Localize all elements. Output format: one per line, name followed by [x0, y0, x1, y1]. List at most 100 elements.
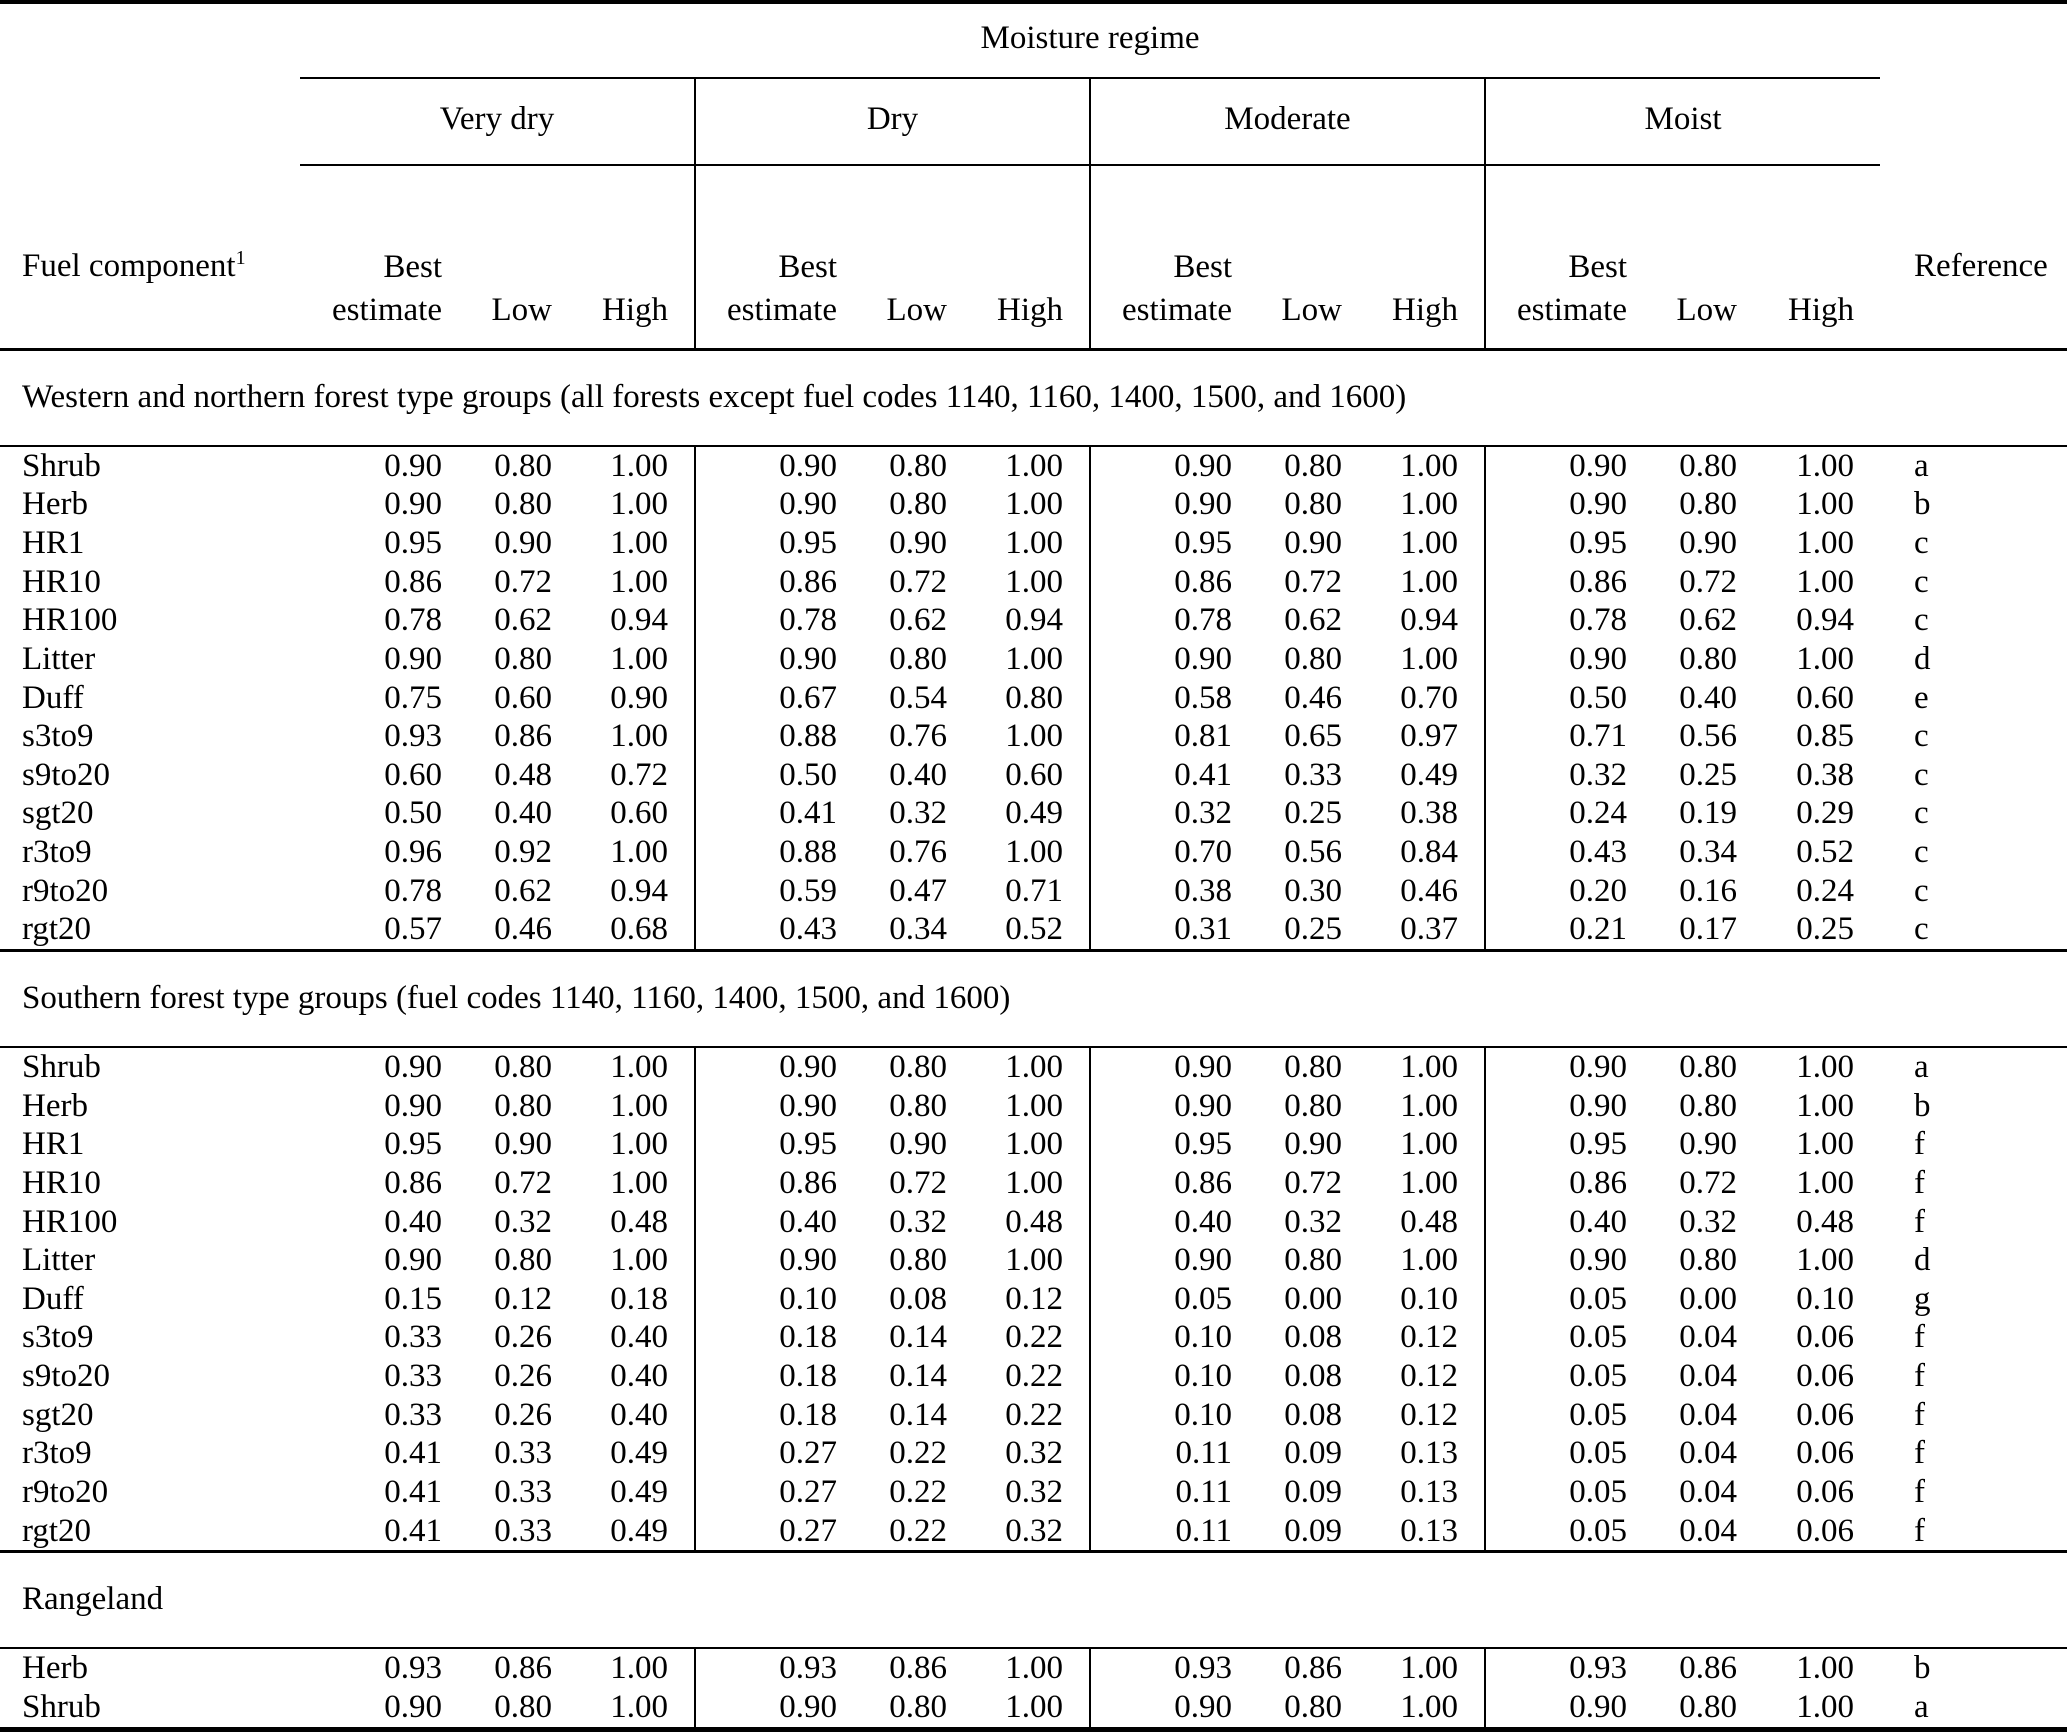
- value-cell: 1.00: [1796, 1242, 1855, 1279]
- table-row: Shrub 0.90 0.80 1.00 0.90 0.80 1.00 0.90 0.80 1.0…: [0, 446, 2067, 486]
- value-cell: 1.00: [1400, 525, 1458, 562]
- value-cell: 0.13: [1400, 1435, 1458, 1472]
- value-cell: 0.22: [889, 1435, 947, 1472]
- value-cell: 0.90: [1284, 525, 1342, 562]
- fuel-cell: HR1: [22, 1126, 85, 1163]
- reference-cell: e: [1914, 679, 1929, 716]
- best-estimate-header: Best estimate: [1484, 165, 1635, 351]
- regime-header-dry: Dry: [694, 78, 1090, 166]
- value-cell: 0.90: [1089, 1688, 1240, 1730]
- table-row: s9to20 0.33 0.26 0.40 0.18 0.14 0.22 0.10 0.08 0.…: [0, 1357, 2067, 1396]
- reference-cell: c: [1914, 795, 1929, 832]
- value-cell: 0.41: [384, 1435, 442, 1472]
- value-cell: 0.72: [889, 563, 947, 600]
- value-cell: 0.33: [384, 1319, 442, 1356]
- value-cell: 1.00: [1005, 718, 1063, 755]
- value-cell: 0.33: [494, 1435, 552, 1472]
- table-row: s9to20 0.60 0.48 0.72 0.50 0.40 0.60 0.41 0.33 0.…: [0, 756, 2067, 795]
- value-cell: 0.06: [1796, 1396, 1855, 1433]
- value-cell: 0.33: [494, 1473, 552, 1510]
- value-cell: 0.95: [384, 1126, 442, 1163]
- value-cell: 0.22: [1005, 1319, 1063, 1356]
- value-cell: 0.18: [610, 1280, 668, 1317]
- table-row: Herb 0.93 0.86 1.00 0.93 0.86 1.00 0.93 0.86 1.00…: [0, 1648, 2067, 1689]
- table-row: Shrub 0.90 0.80 1.00 0.90 0.80 1.00 0.90 0.80 1.0…: [0, 1688, 2067, 1730]
- value-cell: 0.60: [610, 795, 668, 832]
- value-cell: 0.08: [1284, 1319, 1342, 1356]
- regime-header-moderate: Moderate: [1089, 78, 1485, 166]
- reference-cell: b: [1914, 1087, 1931, 1124]
- value-cell: 0.80: [1679, 1049, 1737, 1086]
- value-cell: 0.72: [494, 563, 552, 600]
- value-cell: 0.18: [694, 1357, 845, 1396]
- value-cell: 0.40: [610, 1319, 668, 1356]
- value-cell: 0.41: [1089, 756, 1240, 795]
- value-cell: 0.95: [1484, 524, 1635, 563]
- value-cell: 0.26: [494, 1319, 552, 1356]
- value-cell: 0.90: [384, 486, 442, 523]
- value-cell: 0.40: [610, 1396, 668, 1433]
- value-cell: 0.80: [889, 1689, 947, 1726]
- value-cell: 0.90: [694, 1047, 845, 1087]
- fuel-cell: HR100: [22, 602, 118, 639]
- value-cell: 1.00: [610, 1242, 668, 1279]
- fuel-cell: s3to9: [22, 1319, 94, 1356]
- value-cell: 0.09: [1284, 1473, 1342, 1510]
- value-cell: 0.80: [889, 1087, 947, 1124]
- value-cell: 0.80: [1284, 1049, 1342, 1086]
- value-cell: 0.06: [1796, 1435, 1855, 1472]
- value-cell: 0.86: [1484, 1164, 1635, 1203]
- value-cell: 0.33: [384, 1358, 442, 1395]
- fuel-cell: sgt20: [22, 795, 94, 832]
- table-row: r3to9 0.41 0.33 0.49 0.27 0.22 0.32 0.11 0.09 0.1…: [0, 1434, 2067, 1474]
- value-cell: 1.00: [1005, 1689, 1063, 1726]
- table-body: Western and northern forest type groups …: [0, 348, 2067, 1730]
- value-cell: 0.90: [384, 1242, 442, 1279]
- value-cell: 0.80: [1005, 679, 1063, 716]
- reference-cell: d: [1914, 640, 1931, 677]
- value-cell: 0.80: [1679, 1242, 1737, 1279]
- value-cell: 0.11: [1089, 1473, 1240, 1512]
- value-cell: 0.41: [694, 794, 845, 834]
- fuel-cell: Litter: [22, 640, 96, 677]
- value-cell: 1.00: [1005, 1242, 1063, 1279]
- value-cell: 0.80: [1679, 640, 1737, 677]
- value-cell: 0.80: [494, 486, 552, 523]
- value-cell: 0.18: [694, 1395, 845, 1435]
- value-cell: 0.80: [889, 1242, 947, 1279]
- value-cell: 0.32: [494, 1203, 552, 1240]
- value-cell: 0.80: [1284, 447, 1342, 484]
- value-cell: 0.41: [384, 1512, 442, 1549]
- value-cell: 0.21: [1484, 910, 1635, 951]
- value-cell: 0.12: [1005, 1280, 1063, 1317]
- value-cell: 0.50: [384, 795, 442, 832]
- value-cell: 0.72: [494, 1164, 552, 1201]
- value-cell: 0.57: [384, 911, 442, 948]
- value-cell: 1.00: [1005, 447, 1063, 484]
- value-cell: 1.00: [1400, 447, 1458, 484]
- reference-cell: f: [1914, 1164, 1926, 1201]
- value-cell: 0.09: [1284, 1512, 1342, 1549]
- value-cell: 0.80: [1284, 1242, 1342, 1279]
- fuel-cell: Shrub: [22, 447, 101, 484]
- value-cell: 0.78: [1089, 601, 1240, 641]
- reference-cell: b: [1914, 486, 1931, 523]
- value-cell: 0.80: [889, 447, 947, 484]
- value-cell: 0.52: [1796, 834, 1855, 871]
- value-cell: 0.04: [1679, 1512, 1737, 1549]
- value-cell: 1.00: [1796, 1689, 1855, 1726]
- value-cell: 0.10: [1089, 1395, 1240, 1435]
- value-cell: 0.62: [494, 602, 552, 639]
- value-cell: 0.04: [1679, 1435, 1737, 1472]
- value-cell: 0.16: [1679, 872, 1737, 909]
- section-row: Southern forest type groups (fuel codes …: [0, 949, 2067, 1049]
- value-cell: 0.90: [889, 1126, 947, 1163]
- reference-cell: f: [1914, 1203, 1926, 1240]
- value-cell: 0.86: [1679, 1650, 1737, 1687]
- reference-cell: c: [1914, 602, 1929, 639]
- value-cell: 0.90: [1484, 1688, 1635, 1730]
- value-cell: 1.00: [610, 834, 668, 871]
- section-header: Rangeland: [0, 1550, 2067, 1650]
- value-cell: 0.96: [384, 834, 442, 871]
- value-cell: 1.00: [610, 718, 668, 755]
